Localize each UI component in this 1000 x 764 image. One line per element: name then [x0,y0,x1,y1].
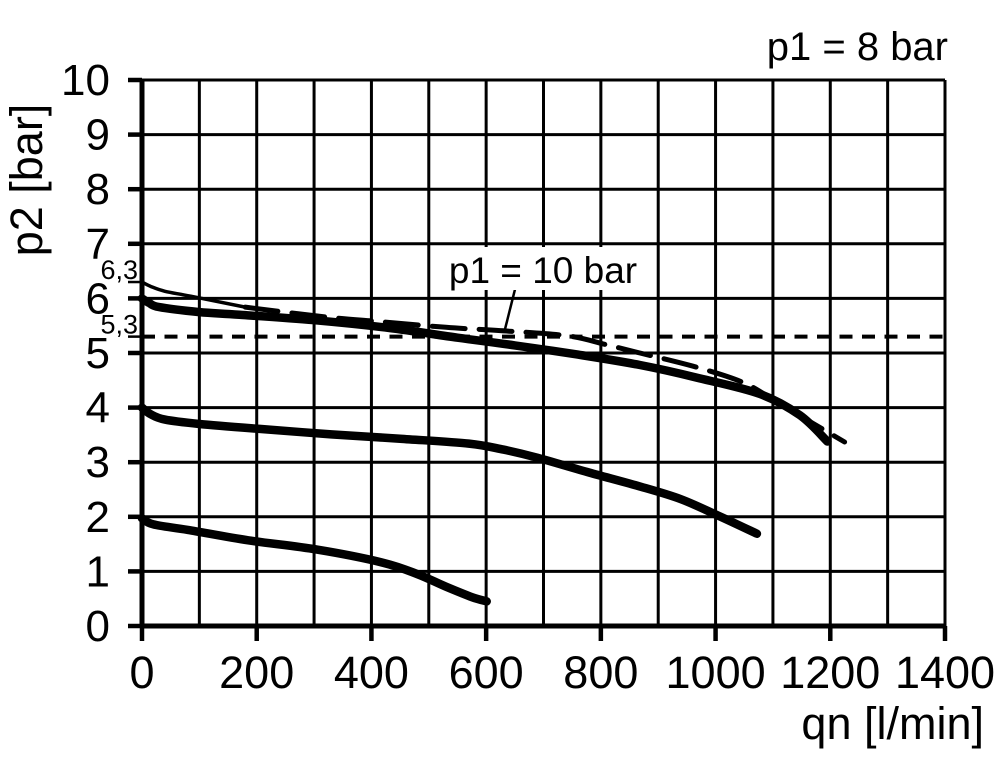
annotation-background-box [437,247,655,290]
y-tick-label: 6 [86,274,110,323]
x-tick-label: 1400 [895,647,995,698]
curve-lower-solid [137,514,491,606]
annotation-p1-10-bar-group: p1 = 10 bar [437,247,655,291]
x-tick-label: 600 [449,647,524,698]
y-minor-label: 6,3 [100,255,138,285]
x-tick-label: 200 [219,647,294,698]
y-tick-label: 2 [86,493,110,542]
curve-middle-solid [137,403,762,538]
x-tick-label: 1000 [666,647,766,698]
y-tick-label: 5 [86,329,110,378]
y-minor-label: 5,3 [100,310,138,340]
annotation-p1-10-bar: p1 = 10 bar [449,250,637,291]
chart-generated-layer: 0 200 400 600 800 1000 1200 1400 0 1 2 3 4 5 6 7 8 9 10 6,3… [61,56,995,698]
y-tick-label: 3 [86,438,110,487]
x-tick-label: 800 [563,647,638,698]
y-tick-label: 9 [86,111,110,160]
x-tick-label: 400 [334,647,409,698]
y-tick-label: 8 [86,165,110,214]
y-tick-label: 7 [86,220,110,269]
x-axis-title: qn [l/min] [801,698,984,749]
condition-label-p1-8-bar: p1 = 8 bar [767,25,948,69]
x-tick-label: 1200 [780,647,880,698]
y-tick-label: 0 [86,602,110,651]
y-tick-label: 10 [61,56,110,105]
curve-p1-10-bar-solid-start [140,280,247,309]
curve-upper-solid [137,294,832,446]
y-tick-label: 1 [86,547,110,596]
x-tick-label: 0 [129,647,154,698]
y-axis-title: p2 [bar] [1,104,52,257]
y-tick-label: 4 [86,384,110,433]
